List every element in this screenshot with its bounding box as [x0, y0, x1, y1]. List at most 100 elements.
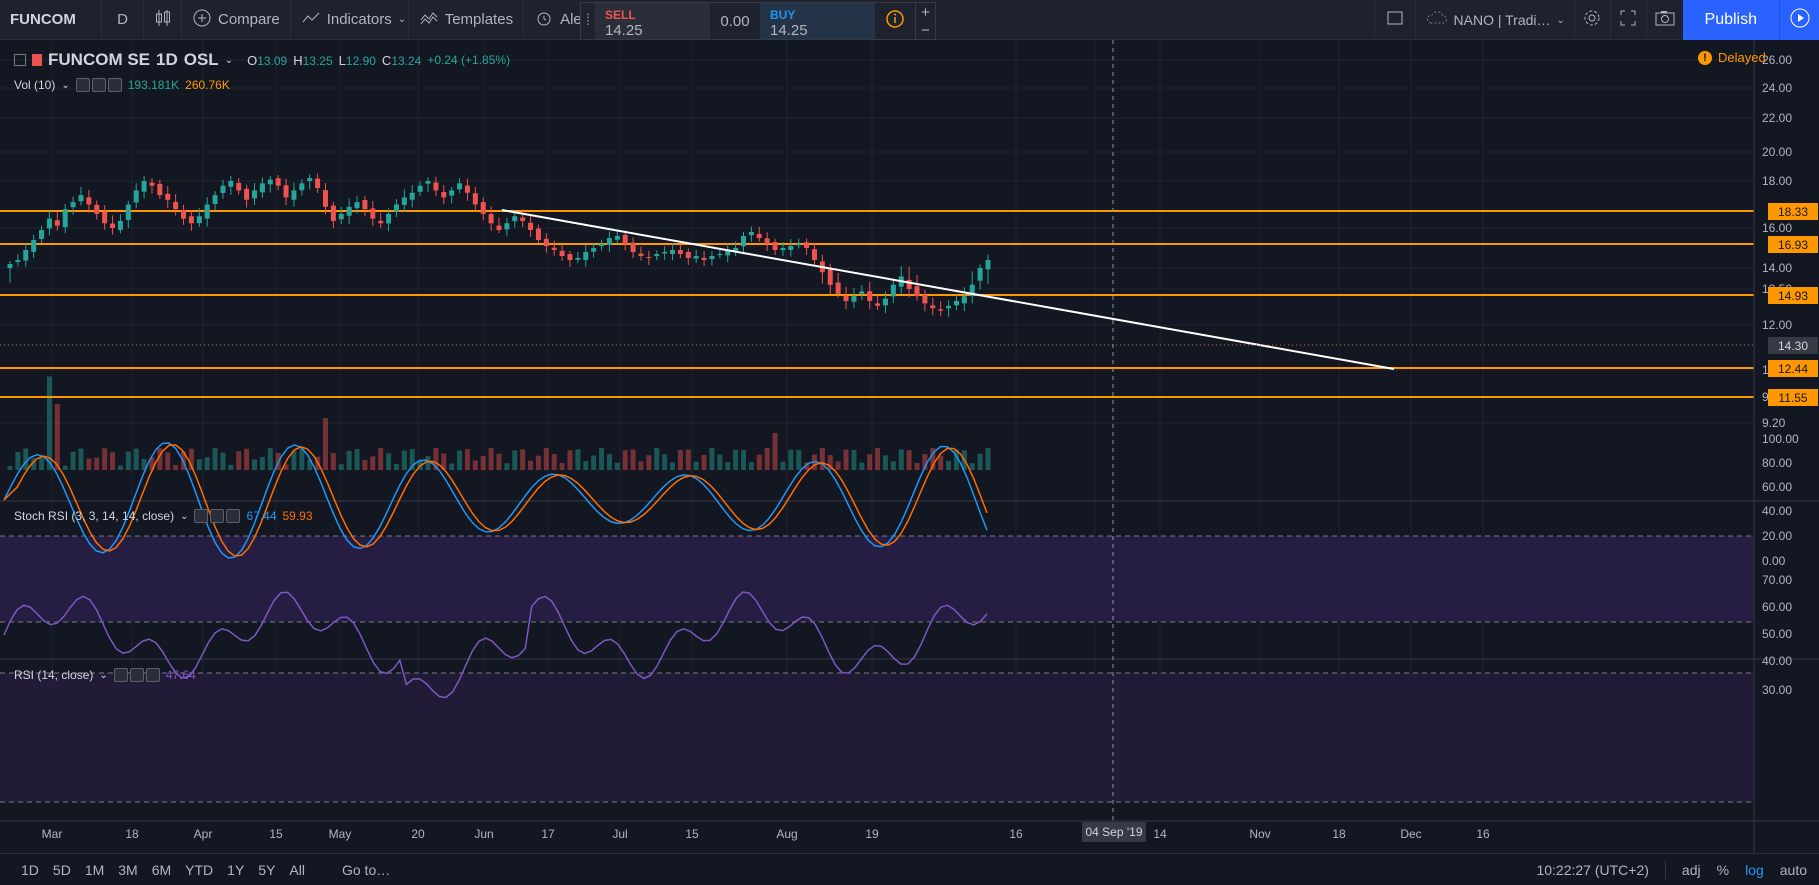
publish-button[interactable]: Publish [1682, 0, 1779, 40]
candle-body [630, 242, 636, 252]
volume-bar [606, 454, 612, 470]
templates-button[interactable]: Templates [409, 0, 525, 40]
open-value: 13.09 [257, 53, 288, 68]
log-toggle[interactable]: log [1745, 862, 1764, 878]
close-icon[interactable] [226, 509, 241, 523]
candle-body [575, 258, 581, 260]
settings-button[interactable] [1575, 0, 1611, 40]
chevron-down-icon[interactable]: ⌄ [61, 79, 70, 91]
candle-body [244, 188, 250, 200]
close-icon[interactable] [107, 78, 122, 92]
volume-bar [39, 458, 45, 470]
volume-bar [520, 449, 526, 470]
chevron-down-icon[interactable]: ⌄ [180, 510, 189, 522]
stoch-label[interactable]: Stoch RSI (3, 3, 14, 14, close) [14, 509, 175, 523]
candle-body [685, 252, 691, 258]
candle-body [512, 216, 518, 222]
volume-bar [804, 462, 810, 470]
price-level-label: 12.44 [1768, 360, 1818, 377]
broker-select[interactable]: NANO | Tradi… ⌄ [1414, 0, 1575, 40]
volume-bar [677, 449, 683, 470]
rsi-label[interactable]: RSI (14, close) [14, 668, 94, 682]
eye-icon[interactable] [113, 668, 128, 682]
fullscreen-button[interactable] [1611, 0, 1647, 40]
info-button[interactable] [875, 3, 915, 39]
chart-style-button[interactable] [144, 0, 182, 40]
fullscreen-box-button[interactable] [1373, 0, 1415, 40]
chevron-down-icon: ⌄ [1556, 14, 1565, 26]
candle-body [441, 191, 447, 198]
trend-line[interactable] [501, 209, 1395, 370]
volume-bar [559, 462, 565, 470]
minus-icon[interactable]: − [921, 21, 930, 39]
play-button[interactable] [1779, 0, 1819, 40]
range-1m[interactable]: 1M [84, 861, 105, 878]
volume-bar [330, 453, 336, 470]
time-tick-label: Aug [776, 827, 797, 841]
candle-body [291, 190, 297, 200]
rsi-tick-label: 30.00 [1762, 683, 1792, 697]
symbol-search[interactable]: FUNCOM [0, 0, 102, 40]
volume-bar [299, 448, 305, 470]
volume-bar [70, 451, 76, 470]
stoch-k-value: 67.44 [246, 509, 277, 523]
collapse-icon[interactable] [14, 54, 26, 66]
range-5d[interactable]: 5D [52, 861, 71, 878]
horizontal-levels [0, 210, 1754, 398]
range-5y[interactable]: 5Y [258, 861, 276, 878]
volume-bar [969, 463, 975, 470]
volume-bar [54, 404, 60, 470]
bottom-right-controls: 10:22:27 (UTC+2) adj % log auto [1536, 854, 1807, 885]
price-level-label: 14.93 [1768, 287, 1818, 304]
plus-icon[interactable]: + [921, 3, 930, 21]
buy-label: BUY [770, 8, 796, 22]
alert-label: Ale [560, 11, 582, 28]
chevron-down-icon[interactable]: ⌄ [99, 669, 108, 681]
compare-button[interactable]: Compare [182, 0, 291, 40]
candle-body [449, 190, 455, 196]
indicators-button[interactable]: Indicators ⌄ [291, 0, 409, 40]
range-1y[interactable]: 1Y [227, 861, 245, 878]
delayed-badge[interactable]: ! Delayed [1698, 50, 1766, 65]
volume-bar [614, 462, 620, 470]
plus-circle-icon [192, 8, 212, 32]
candle-body [315, 178, 321, 189]
chevron-down-icon[interactable]: ⌄ [224, 54, 234, 66]
sell-button[interactable]: SELL 14.25 [595, 3, 710, 39]
eye-icon[interactable] [75, 78, 90, 92]
volume-bar [386, 453, 392, 470]
candle-body [535, 228, 541, 240]
range-6m[interactable]: 6M [151, 861, 172, 878]
candle-body [472, 193, 478, 205]
range-all[interactable]: All [289, 861, 305, 878]
price-chart[interactable]: 26.0024.0022.0020.0018.0016.0014.0013.50… [0, 40, 1819, 853]
snapshot-button[interactable] [1647, 0, 1683, 40]
volume-label[interactable]: Vol (10) [14, 78, 56, 92]
candle-body [811, 249, 817, 260]
gear-icon[interactable] [129, 668, 144, 682]
goto-button[interactable]: Go to… [341, 861, 391, 878]
gear-icon[interactable] [210, 509, 225, 523]
buy-button[interactable]: BUY 14.25 [760, 3, 875, 39]
range-1d[interactable]: 1D [21, 861, 39, 878]
volume-bar [567, 450, 573, 470]
close-icon[interactable] [145, 668, 160, 682]
clock-label[interactable]: 10:22:27 (UTC+2) [1536, 862, 1649, 878]
auto-toggle[interactable]: auto [1779, 862, 1807, 878]
broker-label: NANO | Tradi… [1453, 12, 1551, 28]
volume-bar [504, 463, 510, 470]
candle-body [504, 223, 510, 230]
candle-body [614, 236, 620, 240]
alert-button[interactable]: Ale [524, 0, 592, 40]
range-3m[interactable]: 3M [118, 861, 138, 878]
eye-icon[interactable] [194, 509, 209, 523]
range-ytd[interactable]: YTD [185, 861, 214, 878]
gear-icon[interactable] [91, 78, 106, 92]
interval-button[interactable]: D [102, 0, 144, 40]
adj-toggle[interactable]: adj [1681, 862, 1701, 878]
candle-body [78, 195, 84, 202]
percent-toggle[interactable]: % [1716, 862, 1730, 878]
volume-bar [662, 454, 668, 470]
drag-handle-icon[interactable]: ⁞ [585, 12, 591, 29]
legend-symbol[interactable]: FUNCOM SE [48, 50, 150, 69]
